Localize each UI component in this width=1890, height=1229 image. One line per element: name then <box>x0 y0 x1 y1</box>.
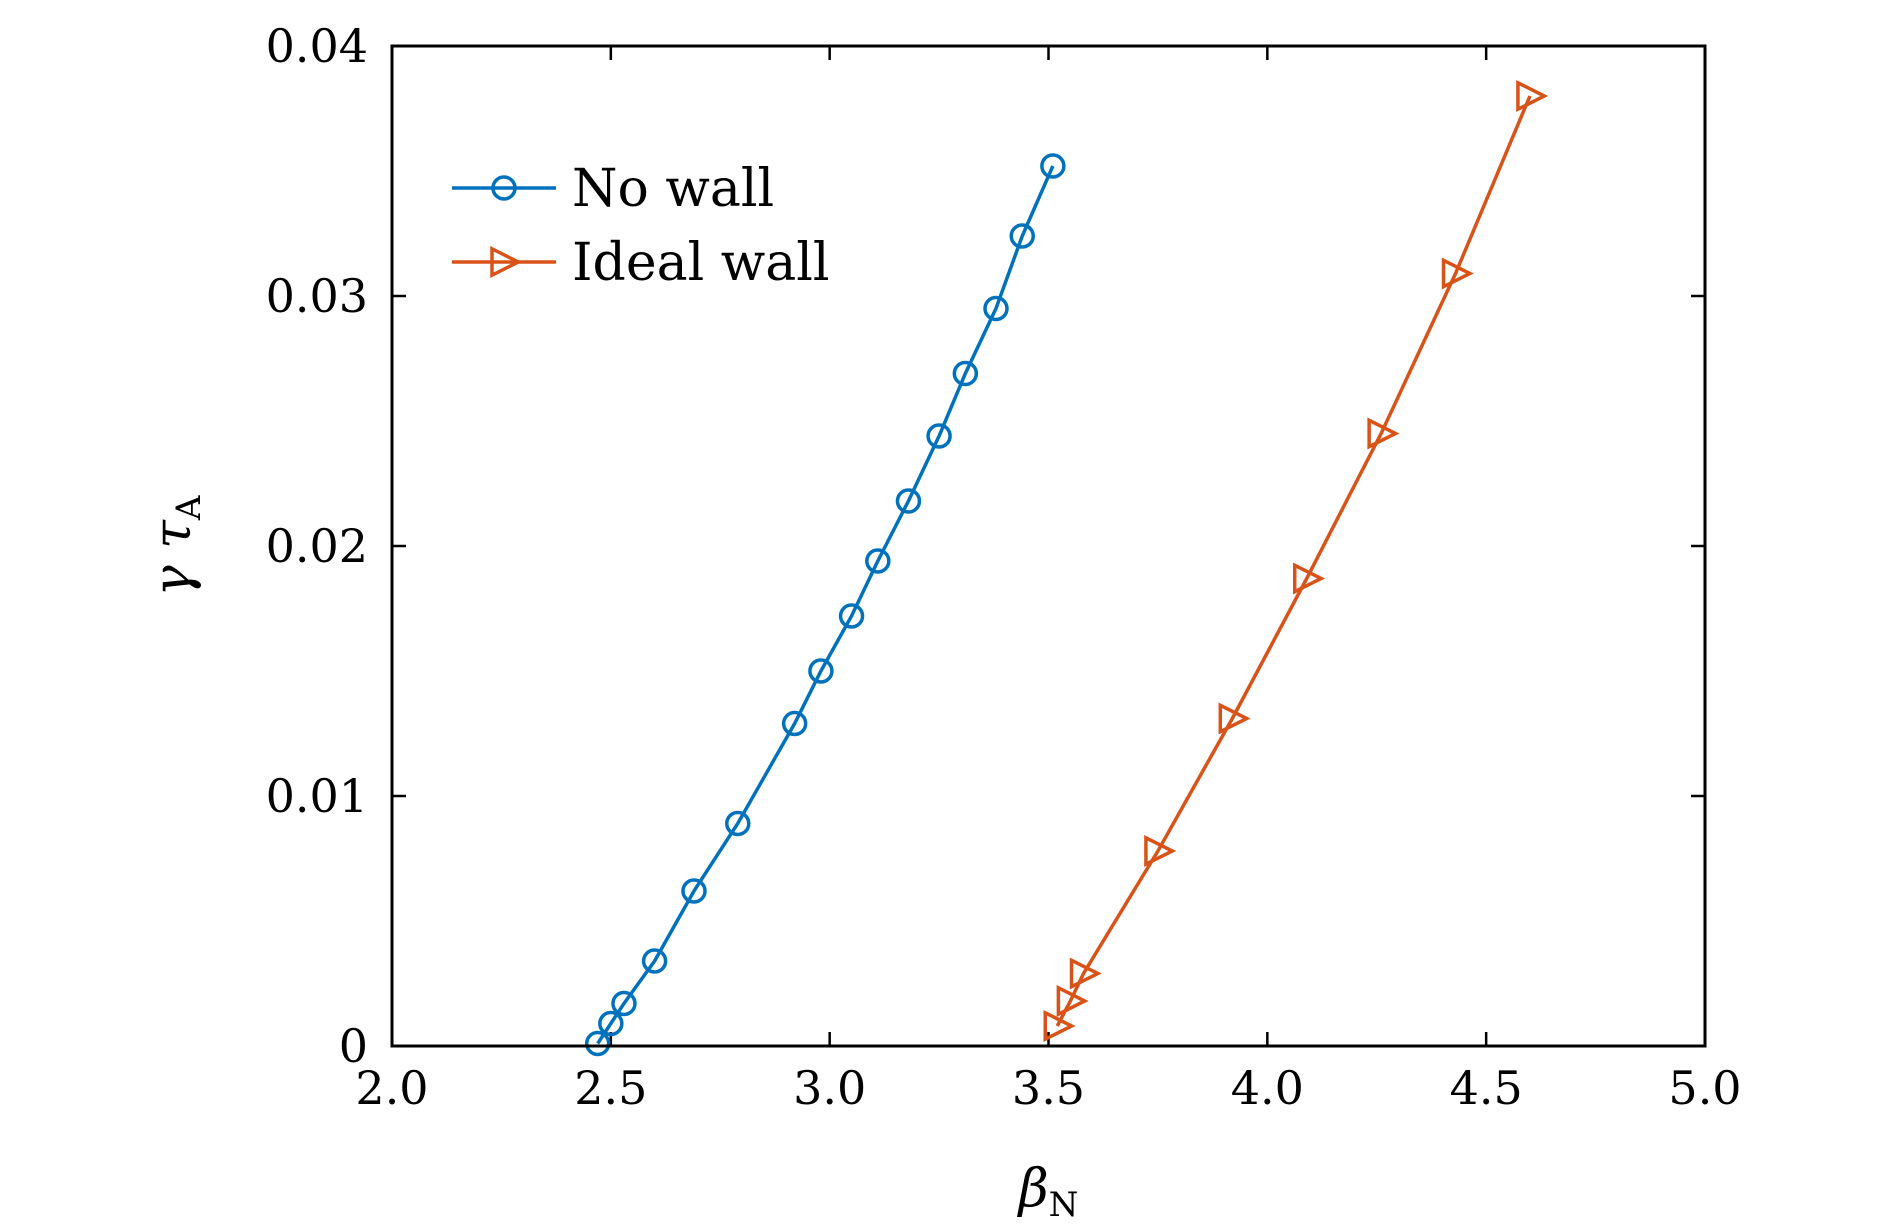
data-point-ideal-wall <box>1441 257 1474 290</box>
data-point-no-wall <box>641 948 668 974</box>
axis-tick-labels: 2.0 2.5 3.0 3.5 4.0 4.5 5.0 0 0.01 0.02 0.03 0.04 <box>266 19 1742 1115</box>
legend-marker-ideal-wall <box>490 245 523 279</box>
data-point-ideal-wall <box>1069 957 1102 990</box>
data-point-ideal-wall <box>1144 834 1177 868</box>
series-line-no-wall <box>596 165 1055 1045</box>
legend: No wall Ideal wall <box>452 159 830 293</box>
data-point-no-wall <box>781 710 808 737</box>
legend-marker-shape <box>490 245 523 279</box>
plot-frame <box>390 44 1707 1048</box>
y-tick-label: 0.04 <box>266 19 368 73</box>
x-tick-label: 2.5 <box>574 1061 647 1115</box>
legend-marker-no-wall <box>491 175 517 201</box>
y-tick-label: 0.03 <box>266 269 368 323</box>
data-point-ideal-wall <box>1292 562 1326 595</box>
y-axis-label-subscript: A <box>169 495 209 521</box>
data-point-no-wall <box>1040 153 1066 179</box>
x-tick-label: 2.0 <box>355 1061 428 1115</box>
data-point-ideal-wall <box>1056 984 1089 1018</box>
legend-entry-ideal-wall: Ideal wall <box>452 233 830 293</box>
y-axis-label: γ τA <box>143 495 209 596</box>
data-point-no-wall <box>681 878 707 904</box>
series-no-wall <box>584 153 1066 1057</box>
data-point-no-wall <box>725 810 751 837</box>
data-point-no-wall <box>983 295 1009 322</box>
legend-entry-no-wall: No wall <box>452 159 774 219</box>
data-point-ideal-wall <box>1218 702 1251 735</box>
data-point-no-wall <box>838 603 865 629</box>
data-point-no-wall <box>926 423 952 449</box>
x-axis-label: βN <box>1017 1159 1079 1225</box>
data-point-ideal-wall <box>1367 417 1400 450</box>
x-tick-label: 5.0 <box>1668 1061 1741 1115</box>
data-point-no-wall <box>865 548 891 574</box>
legend-label-ideal-wall: Ideal wall <box>572 233 830 293</box>
data-point-no-wall <box>1009 223 1035 249</box>
y-axis-label-main: γ τ <box>143 519 203 597</box>
data-series <box>584 79 1549 1057</box>
y-tick-label: 0.01 <box>266 769 368 823</box>
data-point-ideal-wall <box>1043 1009 1076 1043</box>
x-tick-label: 3.0 <box>793 1061 866 1115</box>
data-point-ideal-wall <box>1516 79 1549 113</box>
data-point-no-wall <box>598 1010 624 1037</box>
y-tick-label: 0.02 <box>266 519 368 573</box>
y-tick-label: 0 <box>339 1019 368 1073</box>
x-tick-label: 4.5 <box>1450 1061 1523 1115</box>
x-tick-label: 4.0 <box>1231 1061 1304 1115</box>
data-point-no-wall <box>808 658 834 684</box>
series-line-ideal-wall <box>1055 95 1532 1027</box>
x-tick-label: 3.5 <box>1012 1061 1085 1115</box>
data-point-no-wall <box>584 1030 611 1057</box>
data-point-no-wall <box>611 990 637 1017</box>
legend-marker-shape <box>491 175 517 201</box>
legend-label-no-wall: No wall <box>572 159 774 219</box>
data-point-no-wall <box>895 488 922 514</box>
data-point-no-wall <box>952 360 979 387</box>
series-ideal-wall <box>1043 79 1549 1043</box>
x-axis-label-subscript: N <box>1049 1185 1079 1225</box>
x-axis-label-main: β <box>1017 1159 1049 1219</box>
